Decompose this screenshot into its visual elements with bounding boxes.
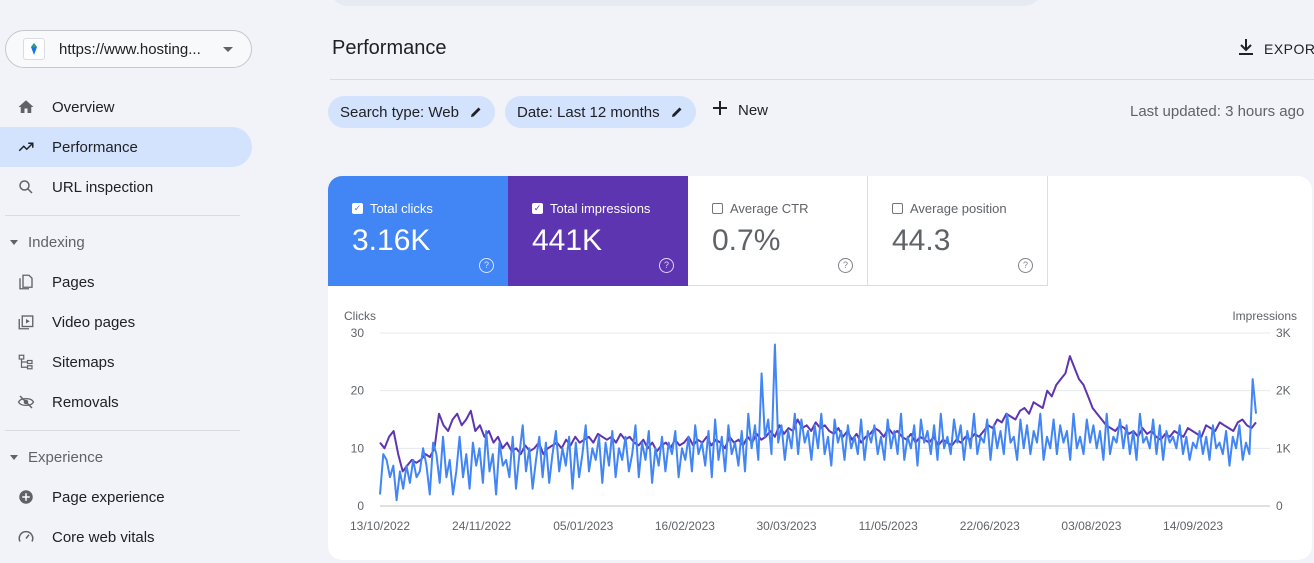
eye-off-icon: [16, 392, 36, 412]
sidebar-item-video-pages[interactable]: Video pages: [0, 302, 252, 342]
metric-label: Average position: [910, 201, 1007, 216]
x-tick-label: 05/01/2023: [553, 519, 613, 533]
sidebar-item-label: Video pages: [52, 313, 136, 331]
metric-average-position[interactable]: Average position 44.3 ?: [868, 176, 1048, 286]
sidebar-item-core-web-vitals[interactable]: Core web vitals: [0, 517, 252, 557]
search-icon: [16, 177, 36, 197]
sidebar-item-performance[interactable]: Performance: [0, 127, 252, 167]
sidebar-item-label: Removals: [52, 393, 119, 411]
sidebar-item-label: Core web vitals: [52, 528, 155, 546]
new-filter-button[interactable]: New: [712, 100, 768, 120]
export-label: EXPORT: [1264, 40, 1314, 57]
sidebar-item-page-experience[interactable]: Page experience: [0, 477, 252, 517]
metric-label: Total clicks: [370, 201, 433, 216]
sitemap-icon: [16, 352, 36, 372]
series-line-clicks: [379, 343, 1257, 502]
x-tick-label: 03/08/2023: [1061, 519, 1121, 533]
help-icon[interactable]: ?: [1018, 258, 1033, 273]
checkbox-checked-icon[interactable]: ✓: [532, 203, 543, 214]
collapse-triangle-icon: [10, 239, 18, 245]
page-title: Performance: [332, 37, 447, 59]
export-button[interactable]: EXPORT: [1238, 38, 1314, 59]
header-divider: [330, 79, 1314, 80]
trending-up-icon: [16, 137, 36, 157]
metric-total-clicks[interactable]: ✓ Total clicks 3.16K ?: [328, 176, 508, 286]
sidebar-item-overview[interactable]: Overview: [0, 87, 252, 127]
sidebar-item-removals[interactable]: Removals: [0, 382, 252, 422]
x-tick-label: 22/06/2023: [960, 519, 1020, 533]
y-tick-label-left: 20: [351, 384, 365, 398]
section-indexing[interactable]: Indexing: [0, 227, 252, 257]
edit-pencil-icon: [469, 105, 483, 119]
checkbox-unchecked-icon[interactable]: [892, 203, 903, 214]
y-tick-label-left: 10: [351, 441, 365, 455]
sidebar-item-label: Page experience: [52, 488, 165, 506]
help-icon[interactable]: ?: [838, 258, 853, 273]
sidebar-item-label: Sitemaps: [52, 353, 115, 371]
video-pages-icon: [16, 312, 36, 332]
sidebar-item-sitemaps[interactable]: Sitemaps: [0, 342, 252, 382]
chip-label: Date: Last 12 months: [517, 103, 660, 121]
x-tick-label: 16/02/2023: [655, 519, 715, 533]
site-favicon-icon: [23, 38, 45, 60]
y-axis-label-left: Clicks: [344, 309, 376, 323]
divider: [5, 215, 240, 216]
x-tick-label: 11/05/2023: [859, 519, 918, 533]
y-axis-label-right: Impressions: [1232, 309, 1297, 323]
date-chip[interactable]: Date: Last 12 months: [505, 96, 696, 128]
search-type-chip[interactable]: Search type: Web: [328, 96, 495, 128]
x-tick-label: 14/09/2023: [1163, 519, 1223, 533]
property-selector[interactable]: https://www.hosting...: [5, 30, 252, 68]
y-tick-label-left: 30: [351, 326, 365, 340]
checkbox-unchecked-icon[interactable]: [712, 203, 723, 214]
property-url: https://www.hosting...: [59, 40, 201, 58]
divider: [5, 430, 240, 431]
y-tick-label-right: 1K: [1276, 441, 1291, 455]
edit-pencil-icon: [670, 105, 684, 119]
sidebar-item-url-inspection[interactable]: URL inspection: [0, 167, 252, 207]
performance-card: ✓ Total clicks 3.16K ? ✓ Total impressions…: [328, 176, 1312, 560]
home-icon: [16, 97, 36, 117]
y-tick-label-right: 3K: [1276, 326, 1291, 340]
metric-label: Average CTR: [730, 201, 809, 216]
sidebar-item-label: Performance: [52, 138, 138, 156]
metric-value: 0.7%: [712, 224, 781, 257]
sidebar: https://www.hosting... Overview Performa…: [0, 0, 262, 563]
checkbox-checked-icon[interactable]: ✓: [352, 203, 363, 214]
metric-value: 44.3: [892, 224, 951, 257]
pages-icon: [16, 272, 36, 292]
sidebar-item-pages[interactable]: Pages: [0, 262, 252, 302]
x-tick-label: 13/10/2022: [350, 519, 410, 533]
metric-total-impressions[interactable]: ✓ Total impressions 441K ?: [508, 176, 688, 286]
section-title: Experience: [28, 448, 104, 466]
y-tick-label-left: 0: [357, 499, 364, 513]
top-search-bar[interactable]: [330, 0, 1042, 6]
x-tick-label: 24/11/2022: [452, 519, 511, 533]
y-tick-label-right: 0: [1276, 499, 1283, 513]
sidebar-item-label: Overview: [52, 98, 115, 116]
section-title: Indexing: [28, 233, 85, 251]
plus-circle-icon: [16, 487, 36, 507]
sidebar-item-label: URL inspection: [52, 178, 154, 196]
metric-value: 3.16K: [352, 224, 431, 257]
gauge-icon: [16, 527, 36, 547]
series-line-impressions: [379, 355, 1257, 473]
chip-label: Search type: Web: [340, 103, 459, 121]
performance-chart[interactable]: Clicks Impressions 0 0 10 1K 20 2K 30 3K 13/10/…: [328, 286, 1312, 560]
download-icon: [1238, 38, 1254, 59]
metric-average-ctr[interactable]: Average CTR 0.7% ?: [688, 176, 868, 286]
sidebar-item-label: Pages: [52, 273, 95, 291]
new-label: New: [738, 101, 769, 119]
y-tick-label-right: 2K: [1276, 384, 1291, 398]
section-experience[interactable]: Experience: [0, 442, 252, 472]
help-icon[interactable]: ?: [479, 258, 494, 273]
help-icon[interactable]: ?: [659, 258, 674, 273]
x-tick-label: 30/03/2023: [757, 519, 817, 533]
plus-icon: [712, 100, 728, 120]
chevron-down-icon[interactable]: [223, 46, 233, 52]
collapse-triangle-icon: [10, 454, 18, 460]
metric-value: 441K: [532, 224, 603, 257]
metric-label: Total impressions: [550, 201, 651, 216]
last-updated-text: Last updated: 3 hours ago: [1130, 103, 1305, 120]
